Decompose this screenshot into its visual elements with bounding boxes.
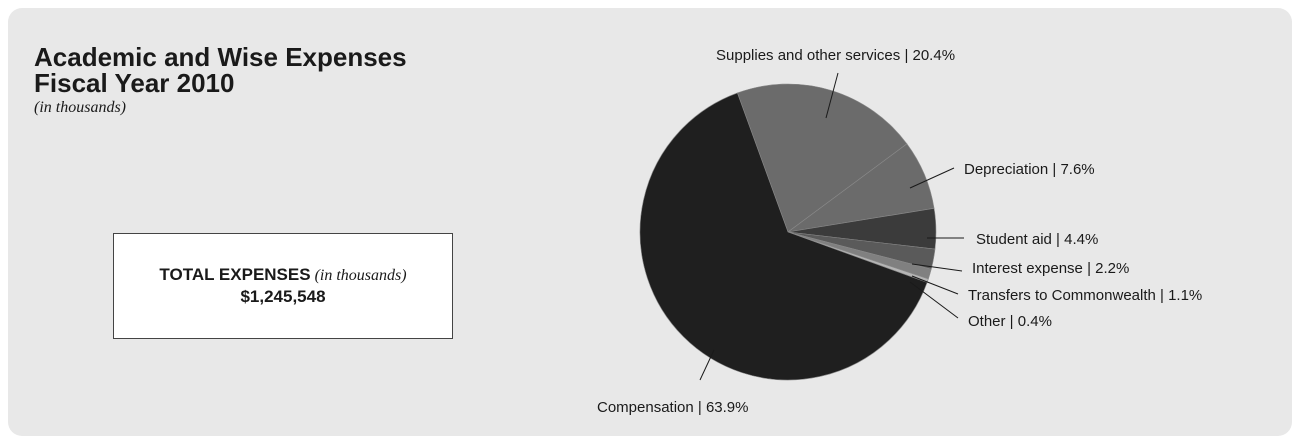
total-expenses-box: TOTAL EXPENSES (in thousands) $1,245,548 (113, 233, 453, 339)
leader-line-depreciation (909, 167, 955, 189)
slice-label-supplies: Supplies and other services | 20.4% (716, 47, 955, 64)
title-line-1: Academic and Wise Expenses (34, 42, 407, 72)
pie-labels: Supplies and other services | 20.4% Depre… (597, 47, 1202, 416)
total-expenses-label: TOTAL EXPENSES (159, 265, 311, 284)
slice-label-student_aid: Student aid | 4.4% (976, 231, 1098, 248)
leader-line-supplies (825, 72, 839, 119)
slice-label-other: Other | 0.4% (968, 313, 1052, 330)
pie-slice-supplies (736, 83, 908, 233)
pie-slices (639, 83, 937, 381)
total-expenses-value: $1,245,548 (240, 287, 326, 306)
slice-label-depreciation: Depreciation | 7.6% (964, 161, 1095, 178)
slice-label-interest: Interest expense | 2.2% (972, 260, 1129, 277)
slice-label-transfers: Transfers to Commonwealth | 1.1% (968, 287, 1202, 304)
leader-line-other (909, 281, 959, 319)
chart-title: Academic and Wise Expenses Fiscal Year 2… (34, 44, 407, 96)
leader-line-transfers (911, 275, 959, 295)
total-expenses-note: (in thousands) (314, 267, 407, 284)
leader-line-interest (911, 263, 963, 272)
pie-slice-compensation (639, 92, 928, 381)
slice-label-compensation: Compensation | 63.9% (597, 399, 749, 416)
leader-line-compensation (699, 349, 715, 381)
chart-subtitle: (in thousands) (34, 99, 126, 116)
title-line-2: Fiscal Year 2010 (34, 68, 235, 98)
